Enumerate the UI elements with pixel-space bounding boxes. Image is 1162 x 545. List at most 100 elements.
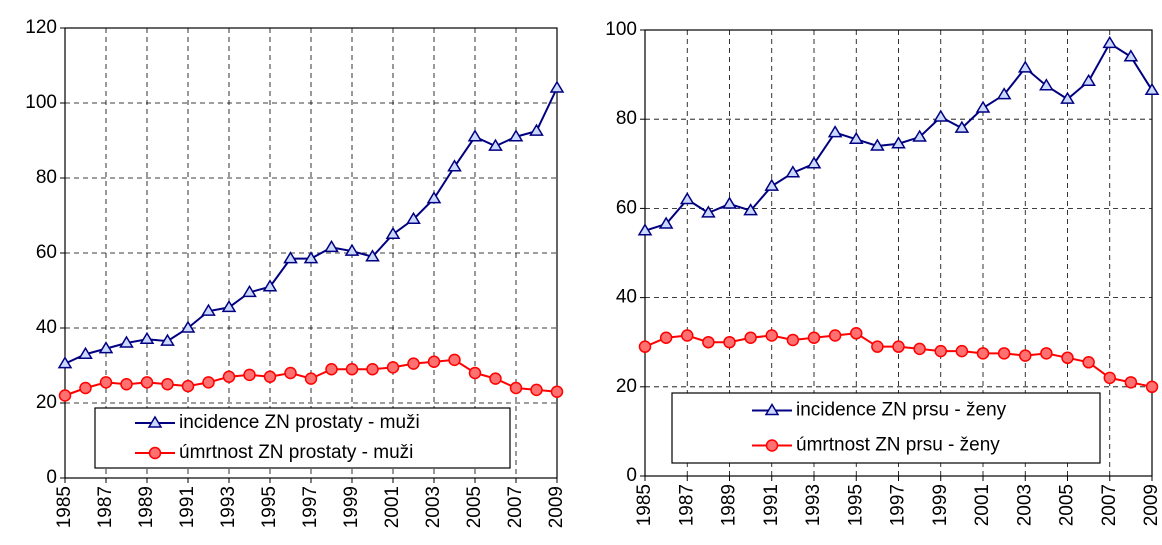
x-tick-label: 1993 [218, 486, 239, 528]
point [659, 331, 673, 344]
x-tick-label: 1991 [761, 484, 782, 526]
point [201, 303, 216, 316]
legend-label: úmrtnost ZN prostaty - muži [179, 442, 413, 463]
point [161, 378, 174, 391]
point [78, 346, 93, 359]
point [870, 138, 885, 151]
point [324, 239, 339, 253]
point [1040, 347, 1053, 360]
point [58, 389, 72, 402]
point [448, 353, 461, 367]
point [79, 381, 92, 395]
point [997, 347, 1011, 360]
point [996, 87, 1012, 100]
point [120, 378, 133, 391]
x-tick-label: 2007 [505, 486, 526, 528]
point [764, 178, 780, 191]
point [468, 366, 482, 380]
x-tick-label: 1993 [803, 484, 824, 526]
point [871, 340, 884, 353]
x-tick-label: 2009 [546, 486, 567, 528]
x-tick-label: 2005 [464, 486, 485, 528]
legend-box [671, 392, 1101, 464]
x-tick-label: 1997 [888, 484, 909, 526]
point [679, 192, 695, 205]
point [850, 327, 863, 340]
point [550, 385, 564, 398]
point [743, 203, 758, 216]
point [160, 333, 175, 346]
point [807, 331, 821, 344]
y-tick-label: 100 [605, 19, 637, 40]
point [1017, 60, 1033, 73]
point [913, 342, 926, 356]
point [263, 370, 277, 383]
y-tick-label: 120 [25, 17, 57, 38]
legend: incidence ZN prsu - ženy úmrtnost ZN prsu… [671, 392, 1101, 464]
x-tick-label: 1995 [845, 484, 866, 526]
legend-label: incidence ZN prostaty - muži [179, 412, 420, 433]
point [262, 279, 278, 292]
x-tick-label: 1985 [634, 484, 655, 526]
point [221, 299, 237, 313]
legend-marker [764, 403, 780, 416]
x-tick-label: 1987 [676, 484, 697, 526]
point [1039, 78, 1054, 91]
legend-marker [147, 415, 163, 428]
point [467, 129, 483, 142]
point [1081, 73, 1096, 87]
point [529, 123, 544, 136]
point [344, 243, 360, 256]
point [722, 196, 737, 209]
point [954, 120, 970, 133]
plot-frame [644, 29, 1153, 477]
point [658, 216, 674, 229]
legend-label: incidence ZN prsu - ženy [796, 400, 1007, 421]
x-tick-label: 2003 [423, 486, 444, 528]
legend-box [94, 407, 511, 469]
point [1060, 91, 1075, 104]
point [1061, 351, 1074, 365]
y-tick-label: 100 [25, 92, 57, 113]
point [202, 376, 215, 389]
point [427, 355, 441, 368]
point [702, 335, 715, 349]
y-tick-label: 40 [616, 287, 637, 308]
y-tick-label: 0 [626, 465, 637, 486]
point [119, 335, 134, 348]
legend: incidence ZN prostaty - muži úmrtnost ZN … [94, 407, 511, 469]
x-tick-label: 1989 [136, 486, 157, 528]
point [284, 366, 297, 380]
point [99, 376, 113, 389]
point [57, 356, 73, 369]
y-tick-label: 20 [616, 376, 637, 397]
point [365, 249, 380, 262]
point [933, 109, 949, 122]
x-tick-label: 1999 [341, 486, 362, 528]
point [509, 381, 523, 395]
point [1144, 82, 1160, 95]
x-tick-label: 1991 [177, 486, 198, 528]
x-tick-label: 2003 [1014, 484, 1035, 526]
y-tick-label: 60 [36, 242, 57, 263]
point [912, 129, 927, 142]
legend-marker [148, 446, 162, 460]
point [366, 363, 379, 376]
point [243, 368, 256, 382]
x-tick-label: 1987 [95, 486, 116, 528]
point [976, 347, 990, 360]
point [1082, 356, 1095, 369]
point [180, 320, 196, 333]
y-tick-label: 0 [46, 467, 57, 488]
point [955, 344, 969, 358]
point [508, 129, 524, 142]
point [1124, 376, 1138, 389]
point [723, 335, 736, 349]
point [139, 331, 155, 344]
point [1102, 35, 1118, 49]
point [806, 156, 822, 169]
point [765, 329, 778, 342]
point [638, 340, 652, 353]
point [1019, 349, 1032, 362]
point [785, 165, 801, 178]
